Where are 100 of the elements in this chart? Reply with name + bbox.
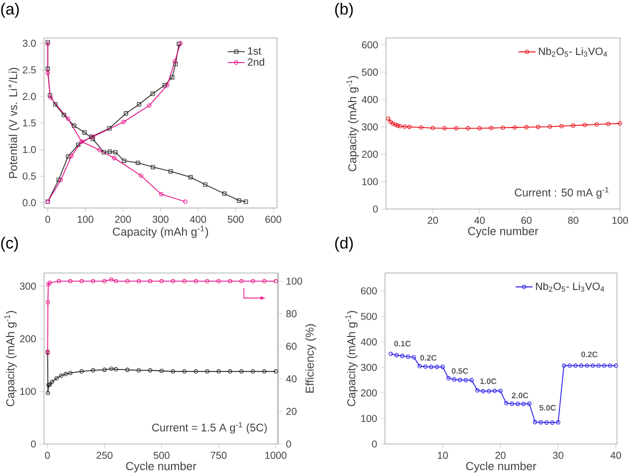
point	[417, 364, 422, 368]
point	[550, 420, 555, 425]
x-axis-title: Cycle number	[126, 462, 196, 472]
point	[442, 126, 447, 130]
point	[53, 102, 58, 107]
y2-tick-label: 100	[286, 278, 302, 285]
y-tick-label: 400	[362, 96, 378, 104]
point	[464, 378, 468, 382]
point	[536, 124, 540, 130]
point	[58, 373, 64, 378]
x-tick-label: 1000	[265, 452, 286, 459]
point	[56, 278, 61, 284]
y-tick-label: 0.5	[22, 172, 36, 180]
point	[46, 390, 50, 396]
point	[538, 420, 543, 424]
point	[590, 363, 595, 368]
point	[113, 150, 118, 154]
point	[596, 363, 601, 368]
y-axis-title: Capacity (mAh g$^{-1}$)	[4, 310, 17, 406]
x-tick-label: 20	[495, 452, 506, 459]
y-tick-label: 300	[20, 282, 36, 290]
x-tick-label: 0	[45, 452, 50, 459]
point	[102, 278, 107, 284]
point	[194, 369, 198, 374]
point	[188, 175, 193, 180]
point	[454, 126, 458, 130]
x-tick-label: 300	[152, 216, 168, 223]
point	[114, 278, 118, 284]
y2-axis-title: Efficiency (%)	[305, 324, 316, 393]
point	[68, 278, 72, 284]
y-tick-label: 0	[373, 205, 378, 213]
point	[239, 369, 244, 374]
point	[440, 364, 445, 370]
annotation: Current : 50 mA g$^{-1}$	[514, 187, 609, 199]
annotation: 5.0C	[539, 404, 556, 411]
point	[262, 369, 266, 374]
point	[109, 366, 114, 371]
point	[516, 402, 520, 406]
point	[477, 126, 482, 130]
point	[262, 278, 266, 284]
point	[138, 173, 144, 178]
y-axis-title: Potential (V vs. Li$^{+}$/Li)	[8, 68, 20, 178]
point	[90, 278, 96, 284]
x-tick-label: 60	[521, 216, 532, 224]
y-tick-label: 100	[20, 388, 36, 395]
point	[489, 126, 494, 130]
point	[173, 62, 178, 66]
point	[109, 277, 114, 282]
point	[148, 278, 152, 284]
point	[406, 354, 410, 359]
point	[148, 368, 152, 372]
point	[150, 164, 156, 170]
point	[102, 368, 107, 372]
point	[602, 363, 606, 368]
y2-tick-label: 0	[286, 440, 291, 448]
point	[122, 158, 126, 163]
point	[500, 126, 506, 130]
chart-title: (c)	[1, 236, 18, 252]
point	[608, 363, 612, 368]
point	[510, 402, 514, 406]
point	[136, 160, 140, 165]
point	[170, 278, 176, 284]
point	[136, 368, 141, 372]
point	[216, 278, 221, 284]
point	[492, 388, 497, 394]
y-tick-label: 1.5	[23, 120, 36, 126]
point	[80, 369, 84, 374]
x-tick-label: 250	[96, 452, 112, 459]
y-tick-label: 300	[360, 364, 377, 371]
y-tick-label: 200	[362, 150, 378, 158]
point	[182, 369, 187, 374]
point	[136, 102, 142, 107]
point	[76, 142, 80, 147]
point	[527, 402, 532, 406]
point	[90, 136, 96, 142]
y-tick-label: 100	[361, 414, 377, 422]
y-tick-label: 0	[31, 440, 36, 448]
annotation: 0.5C	[452, 368, 468, 374]
x-tick-label: 400	[190, 216, 206, 223]
point	[46, 300, 50, 304]
point	[480, 389, 486, 394]
y-tick-label: 600	[361, 287, 377, 294]
x-tick-label: 10	[438, 452, 448, 459]
point	[136, 278, 141, 284]
point	[112, 156, 116, 160]
x-tick-label: 500	[154, 452, 170, 459]
point	[446, 376, 451, 380]
y-tick-label: 200	[20, 335, 36, 342]
point	[58, 178, 64, 182]
annotation: Current = 1.5 A g$^{-1}$ (5C)	[152, 422, 267, 434]
point	[147, 103, 152, 108]
point	[434, 364, 440, 370]
point	[97, 148, 102, 152]
x-tick-label: 80	[568, 216, 578, 224]
point	[556, 420, 560, 424]
y-tick-label: 300	[362, 123, 378, 130]
point	[159, 278, 164, 284]
y2-tick-label: 60	[286, 342, 297, 350]
legend-label: 2nd	[248, 58, 264, 66]
point	[423, 364, 428, 369]
